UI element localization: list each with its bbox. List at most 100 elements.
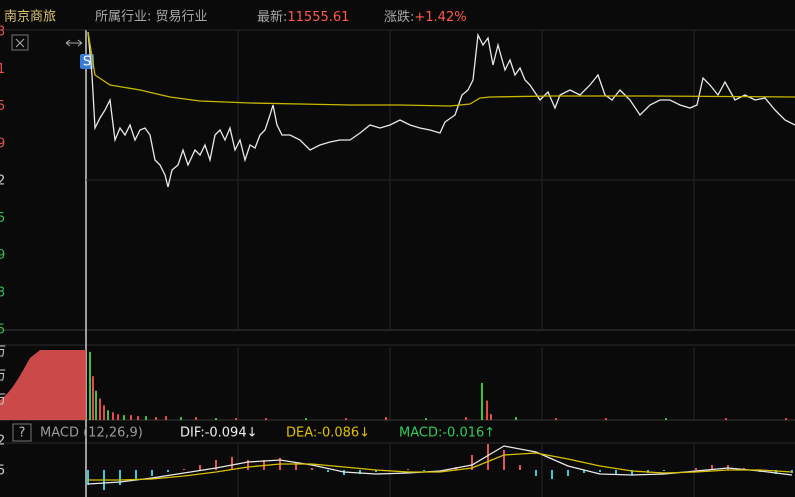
latest-value: 11555.61 [287,10,349,25]
volume-bar [95,390,97,420]
macd-bar [327,470,329,472]
y-axis-fragment: 9 [0,136,5,151]
volume-bar [785,418,787,420]
macd-axis-fragment: 5 [0,464,5,479]
macd-bar [135,470,137,480]
macd-bar [311,468,313,470]
y-axis-fragment: 2 [0,174,5,189]
macd-bar [631,470,633,475]
volume-bar [195,417,197,420]
volume-bar [137,416,139,420]
price-line [87,31,795,188]
macd-bar [359,470,361,474]
y-axis-fragment: 3 [0,285,5,300]
macd-bar [487,444,489,470]
change-value: +1.42% [414,10,466,25]
y-axis-fragment: 9 [0,248,5,263]
macd-bar [183,469,185,470]
volume-bar [155,417,157,420]
marker-text: S [83,55,91,70]
volume-bar [465,417,467,420]
close-icon [15,38,25,48]
macd-bar [247,460,249,470]
macd-bar [407,469,409,470]
volume-bar [123,415,125,420]
volume-bar [117,414,119,420]
macd-bar [167,470,169,472]
volume-bar [103,405,105,420]
volume-bar [235,418,237,420]
macd-bar [199,465,201,470]
macd-bar [87,470,89,485]
dea-label: DEA:-0.086↓ [286,426,370,441]
help-text: ? [19,426,26,441]
macd-bar [119,470,121,485]
price-line [87,31,795,107]
dif-label: DIF:-0.094↓ [180,426,258,441]
volume-bar [385,417,387,420]
volume-axis-fragment: 万 [0,345,6,360]
volume-bar [180,417,182,420]
volume-bar [265,418,267,420]
close-button[interactable] [11,34,29,51]
macd-bar [663,470,665,471]
volume-bar [92,376,94,420]
macd-bar [583,470,585,473]
y-axis-fragment: 5 [0,323,5,338]
volume-axis-fragment: 万 [0,393,6,408]
help-button[interactable] [12,423,32,442]
macd-bar [711,465,713,470]
macd-bar [503,450,505,470]
macd-bar [535,470,537,476]
macd-name: MACD (12,26,9) [40,426,143,441]
macd-bar [471,455,473,470]
macd-bar [231,457,233,470]
volume-bar [165,416,167,420]
macd-bar [375,470,377,472]
volume-bar [490,414,492,420]
volume-bar [145,416,147,420]
volume-bar [345,418,347,420]
industry: 所属行业: 贸易行业 [95,10,208,25]
macd-bar [775,470,777,474]
volume-bar [99,398,101,420]
volume-bar [515,417,517,420]
macd-bar [567,470,569,476]
macd-label: MACD:-0.016↑ [399,426,495,441]
expand-icon[interactable] [65,39,83,47]
macd-bar [551,470,553,479]
macd-line [88,452,793,481]
y-axis-fragment: 3 [0,25,5,40]
volume-profile [0,350,86,420]
macd-axis-fragment: 2 [0,434,5,449]
volume-bar [665,418,667,420]
volume-bar [89,351,91,420]
y-axis-fragment: 5 [0,211,5,226]
volume-bar [481,383,483,420]
volume-bar [605,418,607,420]
volume-axis-fragment: 万 [0,369,6,384]
latest: 最新:11555.61 [257,9,349,25]
y-axis-fragment: 5 [0,99,5,114]
volume-bar [725,418,727,420]
y-axis-fragment: 1 [0,62,5,77]
change: 涨跌:+1.42% [384,9,467,25]
volume-bar [305,418,307,420]
macd-bar [615,470,617,474]
macd-bar [151,470,153,476]
macd-bar [215,460,217,470]
latest-label: 最新: [257,9,287,25]
volume-bar [215,418,217,420]
macd-bar [295,463,297,470]
stock-name: 南京商旅 [4,9,56,25]
volume-bar [112,412,114,420]
macd-bar [695,468,697,470]
volume-bar [425,418,427,420]
volume-bar [555,418,557,420]
macd-bar [519,465,521,470]
volume-bar [486,400,488,420]
change-label: 涨跌: [384,9,414,25]
